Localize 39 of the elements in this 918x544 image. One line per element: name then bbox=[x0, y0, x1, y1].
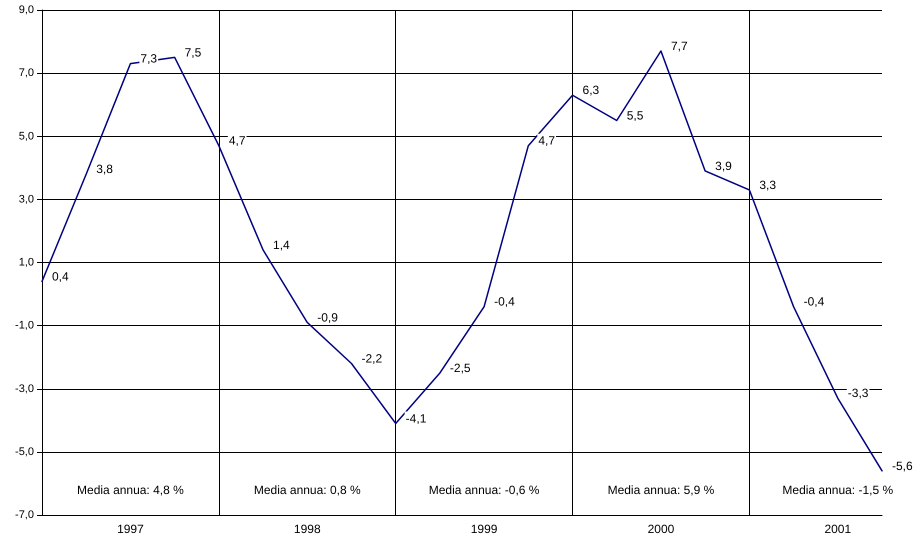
data-label: 3,3 bbox=[759, 178, 776, 192]
data-label: -3,3 bbox=[848, 386, 869, 400]
y-tick-label: -5,0 bbox=[15, 446, 34, 458]
data-label: 3,8 bbox=[96, 162, 114, 176]
y-tick-label: 9,0 bbox=[18, 4, 34, 16]
data-label: 1,4 bbox=[273, 238, 290, 252]
annotation: Media annua: -0,6 % bbox=[428, 483, 540, 497]
data-label: 7,7 bbox=[670, 39, 688, 54]
data-label: 4,7 bbox=[538, 134, 556, 148]
annotation: Media annua: 0,8 % bbox=[254, 483, 361, 497]
data-label: 6,3 bbox=[582, 83, 600, 98]
y-tick-label: 7,0 bbox=[18, 67, 34, 80]
data-label: -0,9 bbox=[317, 310, 338, 324]
data-label: 0,4 bbox=[52, 269, 70, 284]
data-label: -2,2 bbox=[361, 352, 382, 366]
data-label: 3,9 bbox=[715, 158, 732, 173]
annotation: Media annua: 4,8 % bbox=[77, 483, 184, 497]
y-tick-label: -7,0 bbox=[15, 509, 34, 521]
data-label: -5,6 bbox=[892, 458, 914, 473]
x-tick-label: 1998 bbox=[294, 522, 321, 536]
annotation: Media annua: -1,5 % bbox=[782, 483, 894, 497]
data-label: 7,5 bbox=[184, 45, 202, 60]
data-label: 5,5 bbox=[626, 108, 644, 122]
y-tick-label: 1,0 bbox=[18, 256, 34, 268]
y-tick-label: -1,0 bbox=[15, 320, 34, 332]
data-label: -4,1 bbox=[406, 411, 427, 426]
y-tick-label: 3,0 bbox=[18, 193, 34, 206]
data-label: -0,4 bbox=[494, 294, 516, 309]
x-tick-label: 2001 bbox=[824, 522, 852, 536]
data-label: 4,7 bbox=[228, 134, 246, 148]
data-label: -0,4 bbox=[804, 294, 825, 309]
data-label: -2,5 bbox=[450, 360, 471, 375]
annotation: Media annua: 5,9 % bbox=[608, 483, 715, 497]
x-tick-label: 1999 bbox=[470, 522, 498, 536]
x-tick-label: 2000 bbox=[648, 522, 675, 536]
x-tick-label: 1997 bbox=[117, 522, 144, 536]
y-tick-label: 5,0 bbox=[18, 130, 34, 142]
data-label: 7,3 bbox=[140, 52, 158, 66]
y-tick-label: -3,0 bbox=[15, 382, 34, 395]
